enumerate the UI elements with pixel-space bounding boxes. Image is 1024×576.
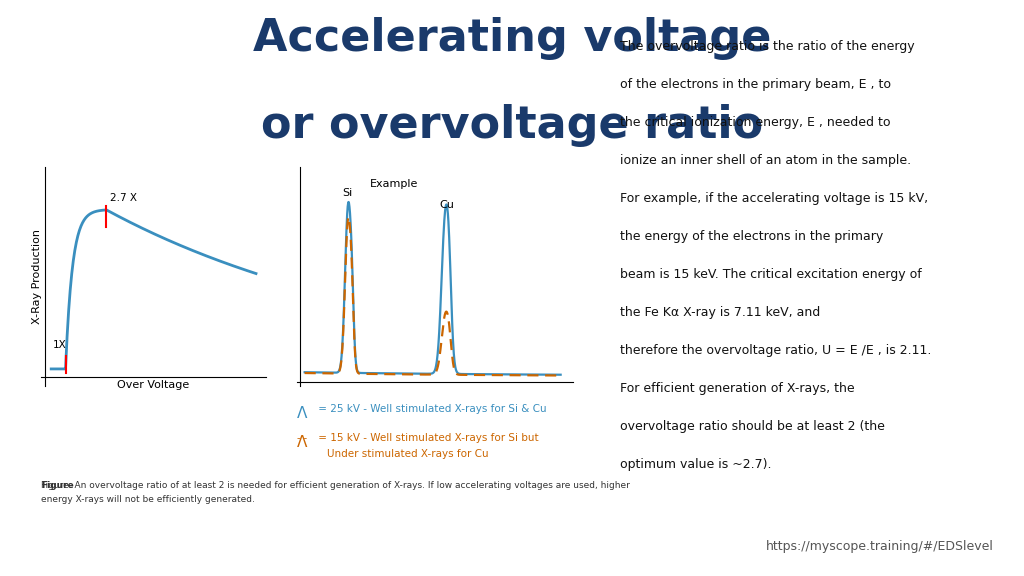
Text: of the electrons in the primary beam, E , to: of the electrons in the primary beam, E … [620, 78, 891, 92]
Text: Accelerating voltage: Accelerating voltage [253, 17, 771, 60]
Text: Λ: Λ [297, 435, 307, 450]
Text: Under stimulated X-rays for Cu: Under stimulated X-rays for Cu [327, 449, 488, 459]
Text: = 15 kV - Well stimulated X-rays for Si but: = 15 kV - Well stimulated X-rays for Si … [315, 433, 539, 443]
Y-axis label: X-Ray Production: X-Ray Production [33, 229, 42, 324]
Text: - -: - - [297, 433, 307, 443]
Text: the critical ionization energy, E , needed to: the critical ionization energy, E , need… [620, 116, 890, 130]
Text: Cu: Cu [440, 200, 455, 210]
X-axis label: Over Voltage: Over Voltage [118, 380, 189, 390]
Text: ionize an inner shell of an atom in the sample.: ionize an inner shell of an atom in the … [620, 154, 910, 168]
Text: overvoltage ratio should be at least 2 (the: overvoltage ratio should be at least 2 (… [620, 420, 885, 434]
Text: For efficient generation of X-rays, the: For efficient generation of X-rays, the [620, 382, 854, 396]
Text: Figure: Figure [41, 481, 74, 490]
Text: Λ: Λ [297, 406, 307, 421]
Text: = 25 kV - Well stimulated X-rays for Si & Cu: = 25 kV - Well stimulated X-rays for Si … [315, 404, 547, 414]
Text: beam is 15 keV. The critical excitation energy of: beam is 15 keV. The critical excitation … [620, 268, 922, 282]
Text: Figure: An overvoltage ratio of at least 2 is needed for efficient generation of: Figure: An overvoltage ratio of at least… [41, 481, 630, 490]
Text: https://myscope.training/#/EDSlevel: https://myscope.training/#/EDSlevel [765, 540, 993, 553]
Text: optimum value is ~2.7).: optimum value is ~2.7). [620, 458, 771, 472]
Text: The overvoltage ratio is the ratio of the energy: The overvoltage ratio is the ratio of th… [620, 40, 914, 54]
Text: 1X: 1X [53, 340, 67, 350]
Text: the Fe Kα X-ray is 7.11 keV, and: the Fe Kα X-ray is 7.11 keV, and [620, 306, 820, 320]
Text: therefore the overvoltage ratio, U = E /E , is 2.11.: therefore the overvoltage ratio, U = E /… [620, 344, 931, 358]
Text: energy X-rays will not be efficiently generated.: energy X-rays will not be efficiently ge… [41, 495, 255, 505]
Text: Example: Example [370, 179, 419, 188]
Text: 2.7 X: 2.7 X [111, 194, 137, 203]
Text: For example, if the accelerating voltage is 15 kV,: For example, if the accelerating voltage… [620, 192, 928, 206]
Text: the energy of the electrons in the primary: the energy of the electrons in the prima… [620, 230, 883, 244]
Text: Si: Si [342, 188, 352, 198]
Text: or overvoltage ratio: or overvoltage ratio [261, 104, 763, 147]
